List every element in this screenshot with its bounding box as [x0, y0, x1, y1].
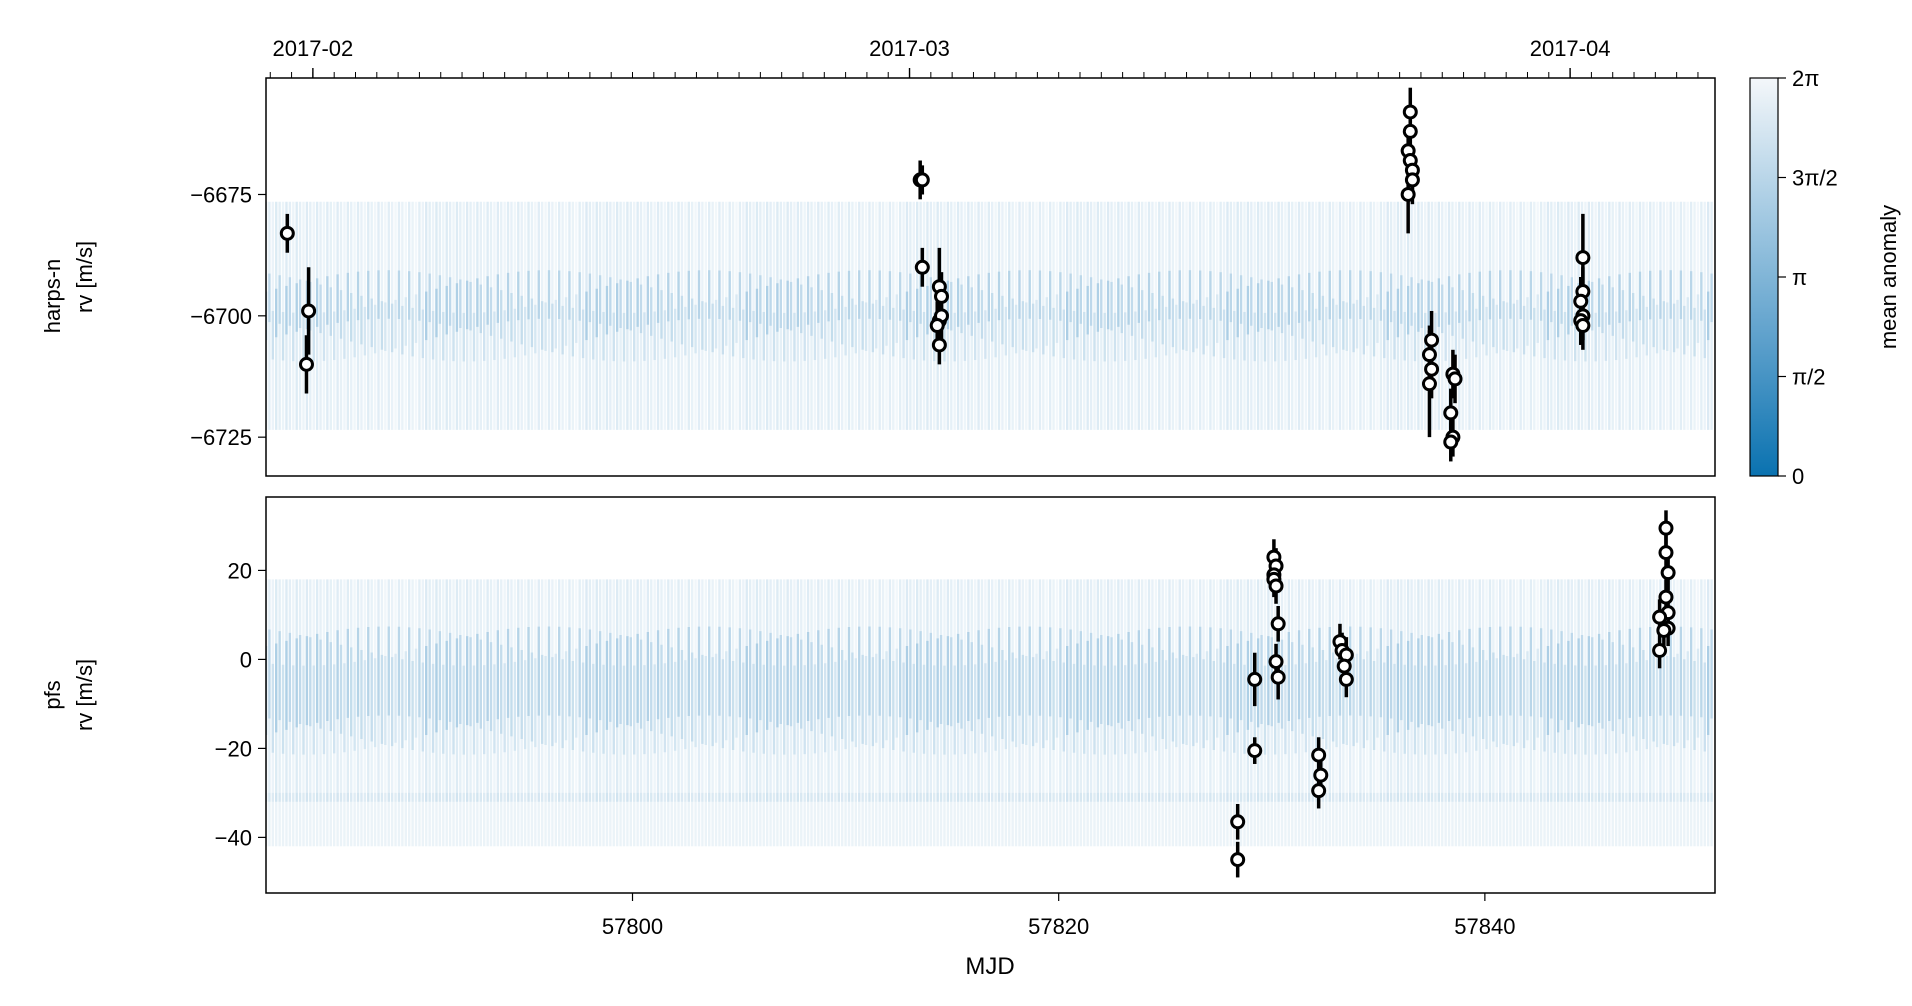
date-tick-label: 2017-03 — [869, 36, 950, 61]
colorbar-tick-label: 0 — [1792, 464, 1804, 489]
y-tick-label: −6675 — [190, 182, 252, 207]
colorbar-tick-label: π/2 — [1792, 365, 1826, 390]
data-point — [1443, 434, 1459, 450]
colorbar-ticks: 0 π/2 π 3π/2 2π — [1778, 66, 1838, 489]
colorbar-tick-label: 2π — [1792, 66, 1819, 91]
y-tick-label: −6725 — [190, 425, 252, 450]
data-point — [1247, 743, 1263, 759]
data-point — [1658, 589, 1674, 605]
y-axis-label-pfs-line1: pfs — [40, 680, 65, 709]
model-band-harps-n — [266, 201, 1713, 430]
model-band-pfs — [266, 579, 1713, 847]
data-point — [1447, 371, 1463, 387]
data-point — [1404, 172, 1420, 188]
panel-pfs: 20 0 −20 −40 57800 57820 57840 pfs rv [m/s] M… — [40, 496, 1716, 980]
data-point — [1658, 545, 1674, 561]
data-point — [1336, 658, 1352, 674]
data-point — [1230, 852, 1246, 868]
y-axis-label-pfs-line2: rv [m/s] — [72, 659, 97, 731]
y-tick-label: −40 — [215, 825, 252, 850]
data-point — [1311, 783, 1327, 799]
data-point — [1270, 669, 1286, 685]
data-point — [1400, 186, 1416, 202]
data-point — [1424, 332, 1440, 348]
data-point — [1656, 622, 1672, 638]
data-point — [298, 356, 314, 372]
data-point — [1247, 671, 1263, 687]
data-point — [301, 303, 317, 319]
colorbar-gradient — [1749, 77, 1779, 477]
x-tick-label: 57840 — [1454, 914, 1515, 939]
y-tick-label: 0 — [240, 647, 252, 672]
y-axis-harps-n: −6675 −6700 −6725 — [190, 182, 266, 450]
data-point — [1443, 405, 1459, 421]
colorbar: 0 π/2 π 3π/2 2π mean anomaly — [1749, 66, 1901, 489]
x-tick-label: 57800 — [602, 914, 663, 939]
data-point — [1660, 565, 1676, 581]
data-point — [1652, 609, 1668, 625]
data-point — [1421, 347, 1437, 363]
y-tick-label: −20 — [215, 736, 252, 761]
data-point — [279, 225, 295, 241]
y-axis-pfs: 20 0 −20 −40 — [215, 558, 266, 850]
data-points-pfs — [1230, 510, 1676, 878]
data-point — [1575, 250, 1591, 266]
data-point — [1268, 578, 1284, 594]
date-tick-label: 2017-04 — [1530, 36, 1611, 61]
data-point — [1575, 318, 1591, 334]
data-point — [1338, 671, 1354, 687]
data-point — [914, 259, 930, 275]
data-point — [1230, 814, 1246, 830]
data-point — [1573, 293, 1589, 309]
data-point — [914, 172, 930, 188]
colorbar-label: mean anomaly — [1876, 205, 1901, 349]
data-point — [1424, 361, 1440, 377]
data-point — [1268, 654, 1284, 670]
y-tick-label: 20 — [228, 558, 252, 583]
plot-frame-pfs — [265, 496, 1716, 894]
data-point — [1421, 376, 1437, 392]
colorbar-tick-label: 3π/2 — [1792, 166, 1838, 191]
data-point — [1311, 747, 1327, 763]
x-axis-mjd: 57800 57820 57840 — [602, 893, 1515, 939]
colorbar-tick-label: π — [1792, 265, 1807, 290]
x-axis-label: MJD — [965, 953, 1014, 980]
x-tick-label: 57820 — [1028, 914, 1089, 939]
data-point — [933, 288, 949, 304]
y-axis-label-harps-n-line1: harps-n — [40, 259, 65, 334]
data-points-harps-n — [279, 87, 1591, 462]
y-axis-label-harps-n-line2: rv [m/s] — [72, 241, 97, 313]
data-point — [1652, 643, 1668, 659]
data-point — [1402, 104, 1418, 120]
date-axis: 2017-02 2017-03 2017-04 — [269, 36, 1699, 78]
date-tick-label: 2017-02 — [273, 36, 354, 61]
data-point — [1313, 767, 1329, 783]
y-tick-label: −6700 — [190, 304, 252, 329]
data-point — [1270, 616, 1286, 632]
data-point — [1658, 520, 1674, 536]
data-point — [1402, 123, 1418, 139]
plot-frame-harps-n — [265, 77, 1716, 477]
data-point — [929, 318, 945, 334]
panel-harps-n: −6675 −6700 −6725 2017-02 2017-03 2017-04 ha… — [40, 36, 1716, 477]
data-point — [931, 337, 947, 353]
